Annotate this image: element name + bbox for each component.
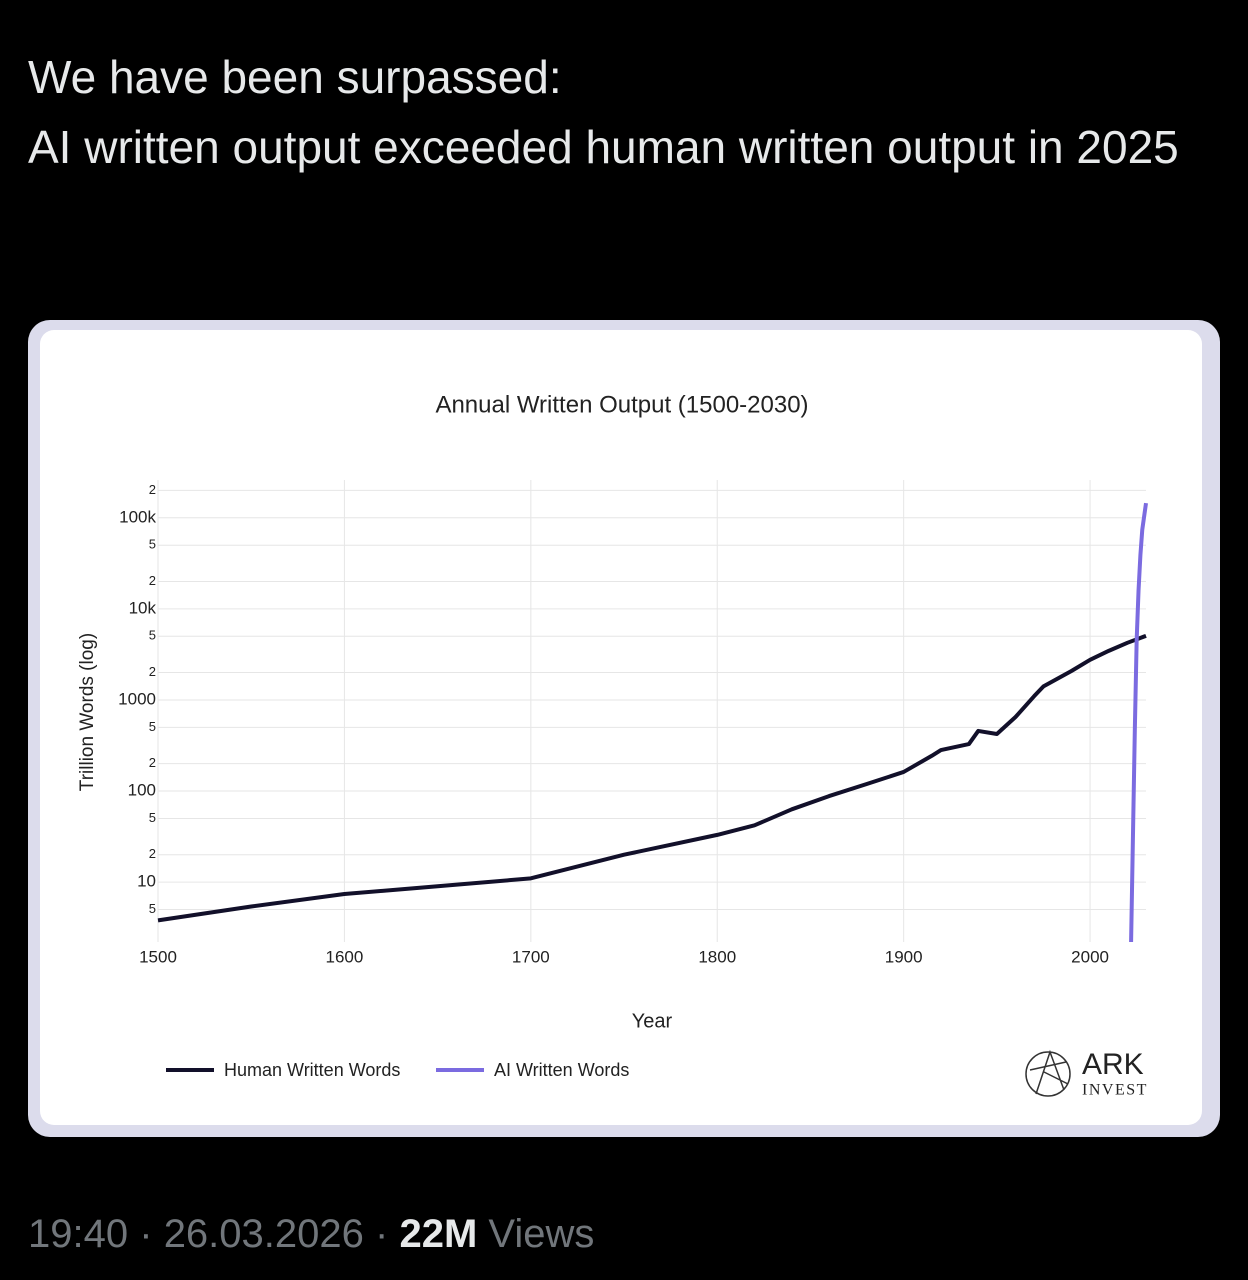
- views-count: 22M: [399, 1212, 478, 1256]
- logo-circle: [1025, 1051, 1071, 1097]
- logo-subname: INVEST: [1082, 1082, 1148, 1099]
- x-tick-label: 1500: [139, 947, 177, 966]
- x-tick-label: 1900: [885, 947, 923, 966]
- post-footer: 19:40 · 26.03.2026 · 22M Views: [28, 1212, 594, 1257]
- y-tick-label: 100k: [119, 507, 156, 526]
- y-tick-label: 10k: [129, 598, 157, 617]
- series-line: [157, 633, 1147, 923]
- y-tick-label: 100: [128, 781, 156, 800]
- y-tick-label: 5: [149, 628, 156, 643]
- logo-name: ARK: [1082, 1048, 1144, 1081]
- ark-logo: [1025, 1049, 1071, 1097]
- series-line: [1129, 502, 1148, 943]
- x-tick-label: 1800: [698, 947, 736, 966]
- legend-label: AI Written Words: [494, 1060, 629, 1080]
- y-tick-label: 1000: [118, 689, 156, 708]
- y-tick-label: 2: [149, 482, 156, 497]
- y-tick-label: 2: [149, 846, 156, 861]
- y-tick-label: 2: [149, 664, 156, 679]
- post-time: 19:40: [28, 1212, 129, 1256]
- x-tick-label: 1600: [326, 947, 364, 966]
- x-tick-label: 1700: [512, 947, 550, 966]
- y-tick-label: 2: [149, 755, 156, 770]
- y-tick-label: 10: [137, 872, 156, 891]
- views-label: Views: [488, 1212, 595, 1256]
- chart-title: Annual Written Output (1500-2030): [435, 391, 808, 418]
- y-axis-label: Trillion Words (log): [77, 633, 98, 791]
- y-tick-label: 5: [149, 537, 156, 552]
- x-axis-label: Year: [632, 1010, 673, 1032]
- post-date: 26.03.2026: [163, 1212, 364, 1256]
- y-tick-label: 5: [149, 810, 156, 825]
- x-tick-label: 2000: [1071, 947, 1109, 966]
- separator: ·: [139, 1212, 153, 1256]
- legend-label: Human Written Words: [224, 1060, 400, 1080]
- post-line: AI written output exceeded human written…: [28, 121, 1179, 173]
- post-line: We have been surpassed:: [28, 51, 562, 103]
- y-tick-label: 5: [149, 719, 156, 734]
- post-text: We have been surpassed: AI written outpu…: [28, 42, 1228, 182]
- y-tick-label: 5: [149, 901, 156, 916]
- logo-glyph: [1029, 1049, 1069, 1095]
- y-tick-label: 2: [149, 573, 156, 588]
- separator: ·: [375, 1212, 389, 1256]
